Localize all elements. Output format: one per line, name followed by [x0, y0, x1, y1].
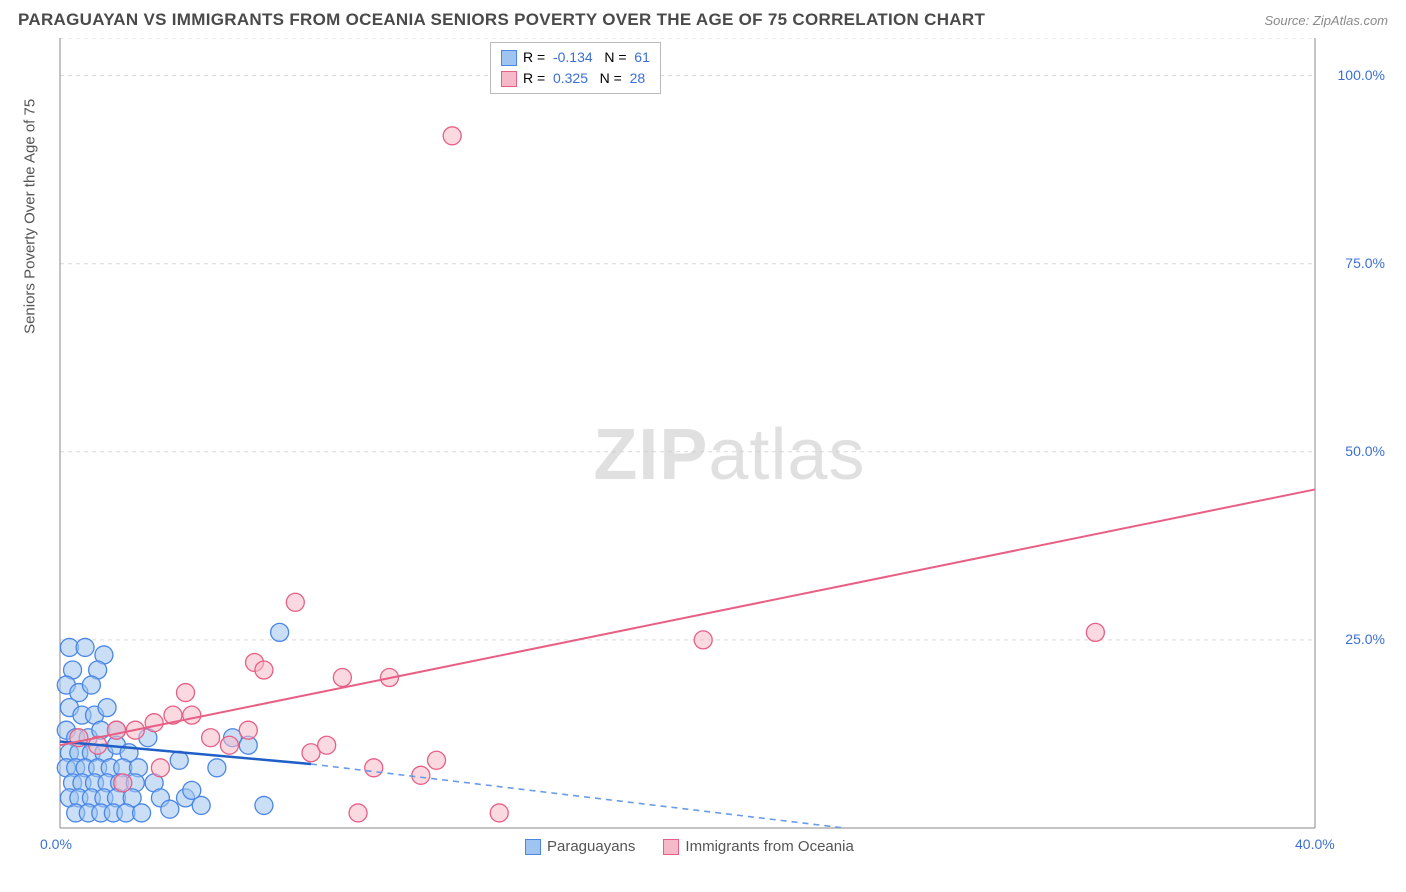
- chart-header: PARAGUAYAN VS IMMIGRANTS FROM OCEANIA SE…: [0, 0, 1406, 36]
- legend-item: Paraguayans: [525, 838, 635, 855]
- legend-stats-row: R = -0.134 N = 61: [501, 47, 650, 68]
- legend-stats-row: R = 0.325 N = 28: [501, 68, 650, 89]
- legend-item: Immigrants from Oceania: [663, 838, 853, 855]
- legend-label: Immigrants from Oceania: [685, 838, 853, 855]
- legend-stats-box: R = -0.134 N = 61 R = 0.325 N = 28: [490, 42, 661, 94]
- scatter-plot: [50, 38, 1390, 848]
- y-axis-label: Seniors Poverty Over the Age of 75: [22, 99, 39, 334]
- y-tick-label: 25.0%: [1327, 631, 1385, 647]
- source-attribution: Source: ZipAtlas.com: [1264, 13, 1388, 28]
- legend-swatch-icon: [501, 50, 517, 66]
- y-tick-label: 100.0%: [1327, 67, 1385, 83]
- legend-swatch-icon: [501, 71, 517, 87]
- legend-bottom: Paraguayans Immigrants from Oceania: [525, 838, 854, 855]
- x-origin-label: 0.0%: [40, 836, 72, 852]
- chart-area: Seniors Poverty Over the Age of 75 ZIPat…: [50, 38, 1390, 848]
- x-max-label: 40.0%: [1295, 836, 1335, 852]
- y-tick-label: 75.0%: [1327, 255, 1385, 271]
- chart-title: PARAGUAYAN VS IMMIGRANTS FROM OCEANIA SE…: [18, 10, 985, 30]
- y-tick-label: 50.0%: [1327, 443, 1385, 459]
- legend-label: Paraguayans: [547, 838, 635, 855]
- legend-swatch-icon: [525, 839, 541, 855]
- legend-swatch-icon: [663, 839, 679, 855]
